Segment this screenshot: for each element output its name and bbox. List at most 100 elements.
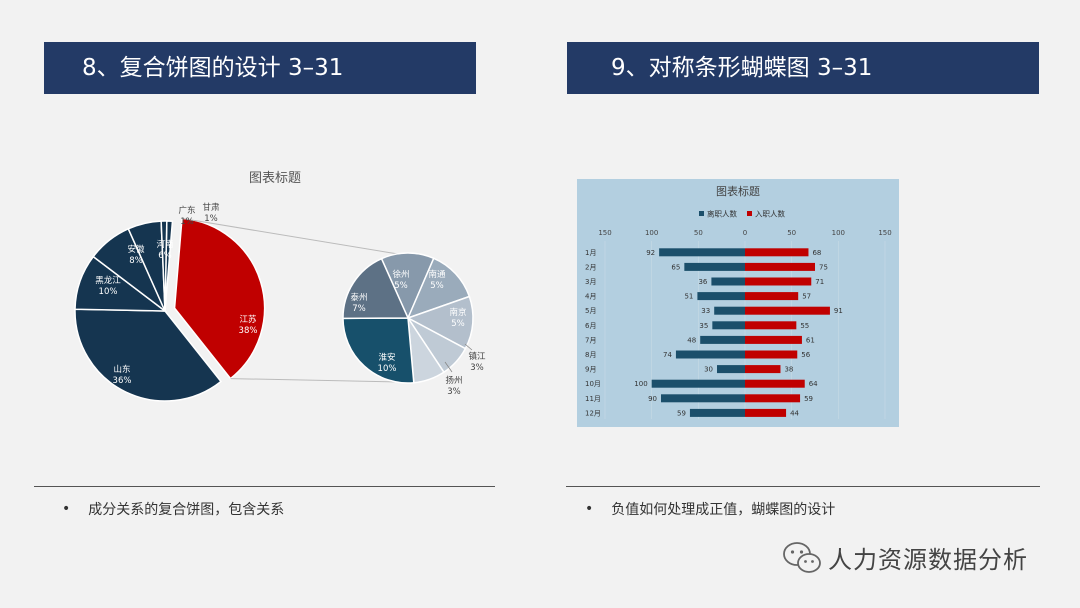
bar-left <box>717 365 745 374</box>
pie-labels: 甘肃1%江苏38%山东36%黑龙江10%安徽8%河南6%广东1%徐州5%南通5%… <box>95 202 486 397</box>
secondary-label-value: 7% <box>352 304 366 314</box>
category-label: 5月 <box>585 307 596 315</box>
bar-right <box>745 335 802 344</box>
bullet-dot: • <box>62 501 71 517</box>
pie-label-value: 1% <box>204 214 218 224</box>
section-header-butterfly: 9、对称条形蝴蝶图 3–31 <box>567 42 1039 94</box>
bar-right <box>745 408 787 417</box>
section-header-pie: 8、复合饼图的设计 3–31 <box>44 42 476 94</box>
main-pie <box>74 217 266 402</box>
bar-left-value: 35 <box>699 322 708 330</box>
category-label: 10月 <box>585 380 601 388</box>
bar-right-value: 75 <box>819 263 828 271</box>
secondary-label-value: 10% <box>378 364 397 374</box>
bar-left-value: 59 <box>677 409 686 417</box>
bar-left <box>712 321 745 330</box>
bullet-left: • 成分关系的复合饼图，包含关系 <box>62 499 284 519</box>
leader-line <box>444 361 453 373</box>
bar-left <box>659 248 745 257</box>
x-tick-label: 0 <box>743 229 747 237</box>
legend-label: 离职人数 <box>707 209 737 219</box>
x-tick-label: 100 <box>645 229 658 237</box>
bar-left <box>661 394 745 403</box>
bar-right-value: 59 <box>804 395 813 403</box>
pie-label-name: 河南 <box>156 239 173 250</box>
category-label: 8月 <box>585 351 596 359</box>
bar-right-value: 68 <box>812 249 821 257</box>
x-tick-label: 100 <box>832 229 845 237</box>
bar-left <box>714 306 745 315</box>
pie-label-value: 38% <box>239 326 258 336</box>
pie-slice-6 <box>160 220 168 312</box>
bar-right <box>745 365 781 374</box>
category-label: 3月 <box>585 278 596 286</box>
bar-left-value: 92 <box>646 249 655 257</box>
secondary-label-name: 镇江 <box>468 351 486 362</box>
pie-connectors <box>181 217 403 383</box>
bar-right-value: 44 <box>790 409 799 417</box>
secondary-label-value: 3% <box>447 387 461 397</box>
bar-right <box>745 277 812 286</box>
butterfly-chart-panel: 图表标题 离职人数 入职人数 150 100 50 0 50 100 150 1月 92 68 2月… <box>577 179 899 427</box>
pie-slice-2 <box>74 308 223 402</box>
bar-right-value: 57 <box>802 293 811 301</box>
bar-right <box>745 350 798 359</box>
category-label: 12月 <box>585 409 601 417</box>
bar-left <box>697 292 745 301</box>
pie-label-name: 甘肃 <box>202 202 220 213</box>
bar-left-value: 33 <box>701 307 710 315</box>
legend-swatch <box>747 211 752 216</box>
pie-label-value: 6% <box>158 251 172 261</box>
watermark: 人力资源数据分析 <box>782 540 1028 575</box>
butterfly-axis-ticks: 150 100 50 0 50 100 150 <box>598 229 891 237</box>
bar-left <box>651 379 745 388</box>
legend-swatch <box>699 211 704 216</box>
pie-label-name: 山东 <box>113 364 130 375</box>
secondary-label-name: 南通 <box>428 269 446 280</box>
secondary-label-value: 5% <box>394 281 408 291</box>
pie-label-value: 36% <box>113 376 132 386</box>
x-tick-label: 50 <box>694 229 703 237</box>
category-label: 11月 <box>585 395 601 403</box>
bar-right-value: 55 <box>800 322 809 330</box>
bar-left-value: 65 <box>671 263 680 271</box>
category-label: 2月 <box>585 263 596 271</box>
bar-left-value: 74 <box>663 351 672 359</box>
x-tick-label: 150 <box>878 229 891 237</box>
secondary-slice-6 <box>342 257 410 320</box>
connector-line-top <box>181 217 399 255</box>
bar-right-value: 71 <box>815 278 824 286</box>
butterfly-chart: 图表标题 离职人数 入职人数 150 100 50 0 50 100 150 1月 92 68 2月… <box>585 184 892 419</box>
category-label: 4月 <box>585 293 596 301</box>
butterfly-bars: 1月 92 68 2月 65 75 3月 36 71 4月 51 57 5月 33 91 6月 35 55 7月 48… <box>585 248 843 417</box>
section-title-pie: 8、复合饼图的设计 3–31 <box>82 55 344 81</box>
pie-label-name: 安徽 <box>127 244 145 255</box>
secondary-slice-5 <box>342 317 415 384</box>
pie-of-pie-chart: 图表标题 甘肃1%江苏38%山东36%黑龙江10%安徽8%河南6%广东1%徐州5… <box>74 171 486 402</box>
bar-right-value: 64 <box>809 380 818 388</box>
pie-label-name: 广东 <box>178 205 195 216</box>
leader-line <box>464 343 473 351</box>
pie-label-value: 8% <box>129 256 143 266</box>
bar-right-value: 56 <box>801 351 810 359</box>
bar-left <box>689 408 745 417</box>
divider-right <box>566 486 1040 487</box>
secondary-label-name: 南京 <box>449 307 466 318</box>
pie-label-name: 黑龙江 <box>95 275 121 286</box>
watermark-text: 人力资源数据分析 <box>828 546 1028 574</box>
pie-label-value: 10% <box>99 287 118 297</box>
butterfly-legend: 离职人数 入职人数 <box>699 209 785 219</box>
category-label: 1月 <box>585 249 596 257</box>
butterfly-gridlines <box>604 241 886 419</box>
legend-label: 入职人数 <box>755 209 785 219</box>
secondary-label-name: 泰州 <box>350 292 367 303</box>
secondary-pie <box>342 252 474 384</box>
bullet-text-left: 成分关系的复合饼图，包含关系 <box>88 502 285 518</box>
wechat-icon <box>783 541 821 573</box>
pie-chart-title: 图表标题 <box>249 171 301 186</box>
x-tick-label: 150 <box>598 229 611 237</box>
bar-left <box>684 262 745 271</box>
secondary-label-value: 5% <box>451 319 465 329</box>
bar-left-value: 30 <box>704 366 713 374</box>
category-label: 9月 <box>585 366 596 374</box>
